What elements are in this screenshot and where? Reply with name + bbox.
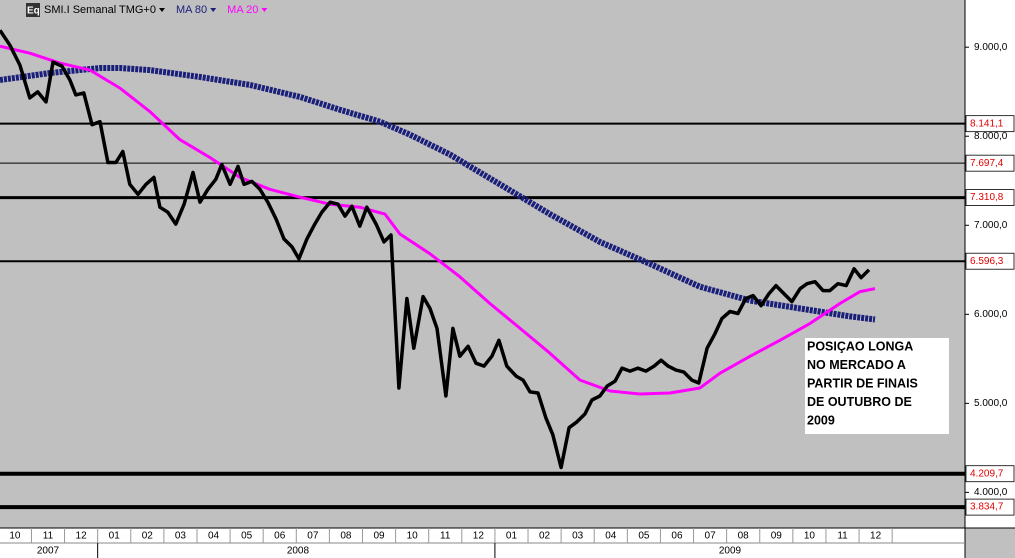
series-line xyxy=(0,44,876,396)
x-tick-label: 09 xyxy=(373,531,385,542)
x-tick-label: 11 xyxy=(837,531,848,542)
annotation-line: POSIÇAO LONGA xyxy=(807,339,913,353)
y-tick-label: 9.000,0 xyxy=(974,42,1008,53)
legend-entry: SMI.I Semanal TMG+0 xyxy=(44,4,156,16)
year-label: 2009 xyxy=(719,546,742,557)
x-tick-label: 11 xyxy=(440,531,451,542)
x-tick-label: 05 xyxy=(638,531,650,542)
x-tick-label: 10 xyxy=(407,531,419,542)
x-tick-label: 03 xyxy=(175,531,187,542)
x-tick-label: 01 xyxy=(506,531,518,542)
x-tick-label: 07 xyxy=(307,531,319,542)
y-tick-label: 5.000,0 xyxy=(974,398,1008,409)
level-label: 4.209,7 xyxy=(970,468,1004,479)
plot xyxy=(0,29,965,510)
level-label-box xyxy=(965,154,1015,172)
x-tick-label: 08 xyxy=(340,531,352,542)
x-tick-label: 01 xyxy=(109,531,121,542)
legend: SMI.I Semanal TMG+0 MA 80 MA 20 xyxy=(44,4,268,16)
x-tick-label: 07 xyxy=(705,531,717,542)
annotation-box xyxy=(805,338,949,434)
y-tick-label: 4.000,0 xyxy=(974,487,1008,498)
x-tick-label: 04 xyxy=(208,531,220,542)
x-tick-label: 12 xyxy=(76,531,88,542)
x-tick-label: 11 xyxy=(43,531,54,542)
x-tick-label: 02 xyxy=(142,531,154,542)
x-tick-label: 04 xyxy=(605,531,617,542)
y-tick-label: 7.000,0 xyxy=(974,220,1008,231)
y-tick-label: 8.000,0 xyxy=(974,131,1008,142)
level-label-box xyxy=(965,252,1015,270)
level-label: 7.310,8 xyxy=(970,192,1004,203)
level-label: 7.697,4 xyxy=(970,158,1004,169)
level-label: 6.596,3 xyxy=(970,256,1004,267)
year-label: 2007 xyxy=(37,546,60,557)
annotation-line: PARTIR DE FINAIS xyxy=(807,376,918,390)
level-label: 8.141,1 xyxy=(970,118,1004,129)
x-tick-label: 03 xyxy=(572,531,584,542)
icon xyxy=(26,3,40,17)
level-label-box xyxy=(965,498,1015,516)
x-tick-label: 10 xyxy=(804,531,816,542)
year-label: 2008 xyxy=(287,546,310,557)
annotation-line: DE OUTUBRO DE xyxy=(807,395,912,409)
legend-dropdown xyxy=(210,8,217,12)
x-tick-label: 05 xyxy=(241,531,253,542)
x-tick-label: 06 xyxy=(671,531,683,542)
x-tick-label: 08 xyxy=(738,531,750,542)
legend-entry: MA 20 xyxy=(227,4,258,16)
x-tick-label: 12 xyxy=(870,531,882,542)
x-tick-label: 02 xyxy=(539,531,551,542)
x-tick-label: 09 xyxy=(771,531,783,542)
y-tick-label: 6.000,0 xyxy=(974,309,1008,320)
level-label-box xyxy=(965,115,1015,133)
x-tick-label: 06 xyxy=(274,531,286,542)
legend-dropdown xyxy=(261,8,268,12)
icon-label: Eq xyxy=(27,6,40,17)
annotation-line: NO MERCADO A xyxy=(807,358,906,372)
legend-dropdown xyxy=(158,8,165,12)
level-label-box xyxy=(965,465,1015,483)
annotation-line: 2009 xyxy=(807,413,835,427)
legend-entry: MA 80 xyxy=(176,4,207,16)
series-line xyxy=(0,29,871,470)
level-label-box xyxy=(965,189,1015,206)
x-tick-label: 12 xyxy=(473,531,485,542)
x-tick-label: 10 xyxy=(9,531,21,542)
series-line xyxy=(0,65,876,323)
level-label: 3.834,7 xyxy=(970,502,1004,513)
